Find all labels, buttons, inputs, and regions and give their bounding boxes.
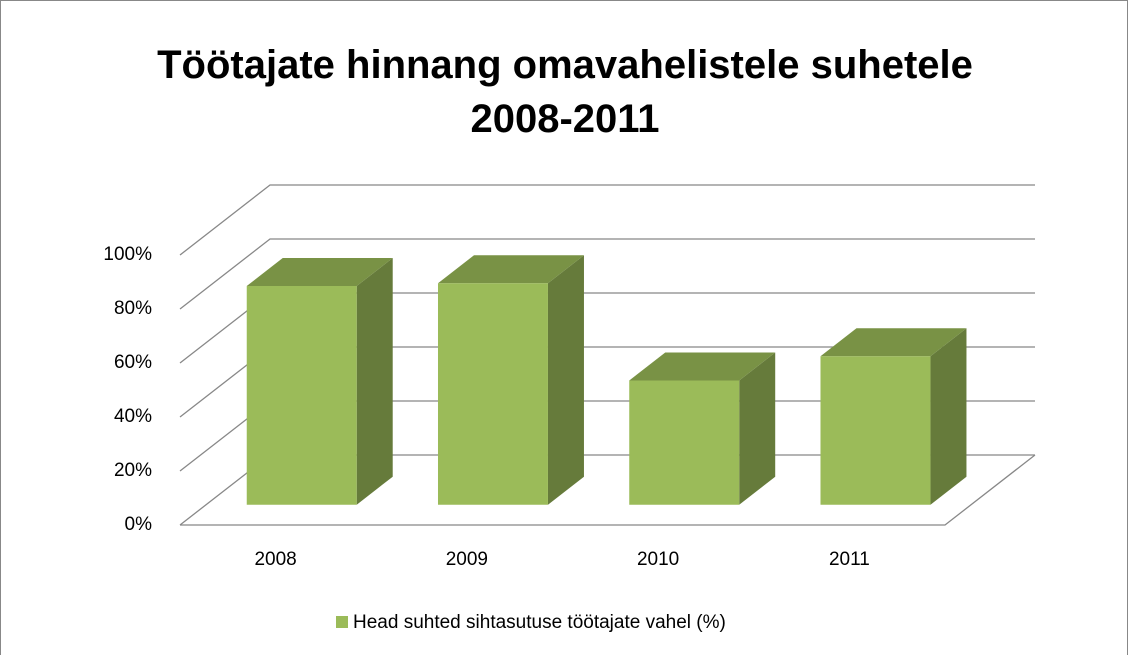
x-tick-label: 2008 bbox=[254, 549, 296, 570]
bar bbox=[820, 356, 931, 505]
x-tick-label: 2011 bbox=[829, 549, 870, 570]
bar-side bbox=[739, 352, 776, 505]
x-tick-label: 2009 bbox=[446, 549, 488, 570]
y-tick-label: 20% bbox=[114, 460, 152, 481]
x-tick-label: 2010 bbox=[637, 549, 679, 570]
bar-top bbox=[820, 328, 967, 357]
bar-top bbox=[437, 255, 584, 284]
y-tick-label: 100% bbox=[103, 244, 152, 265]
legend-swatch bbox=[336, 616, 348, 628]
legend-label: Head suhted sihtasutuse töötajate vahel … bbox=[353, 612, 726, 633]
bar bbox=[246, 286, 357, 505]
floor-edge bbox=[180, 454, 1036, 526]
y-tick-label: 0% bbox=[125, 514, 153, 535]
grid-line bbox=[179, 184, 1035, 256]
bar-side bbox=[930, 328, 967, 505]
bar-top bbox=[246, 258, 393, 286]
y-tick-label: 40% bbox=[114, 406, 152, 427]
chart-title: Töötajate hinnang omavahelistele suhetel… bbox=[157, 43, 973, 141]
bar-top bbox=[629, 352, 776, 381]
bar-side bbox=[547, 255, 584, 505]
y-tick-label: 60% bbox=[114, 352, 152, 373]
y-tick-label: 80% bbox=[114, 298, 152, 319]
bar bbox=[437, 283, 548, 505]
grid-line bbox=[179, 238, 1035, 310]
bar-side bbox=[356, 258, 393, 505]
bar bbox=[629, 380, 740, 505]
